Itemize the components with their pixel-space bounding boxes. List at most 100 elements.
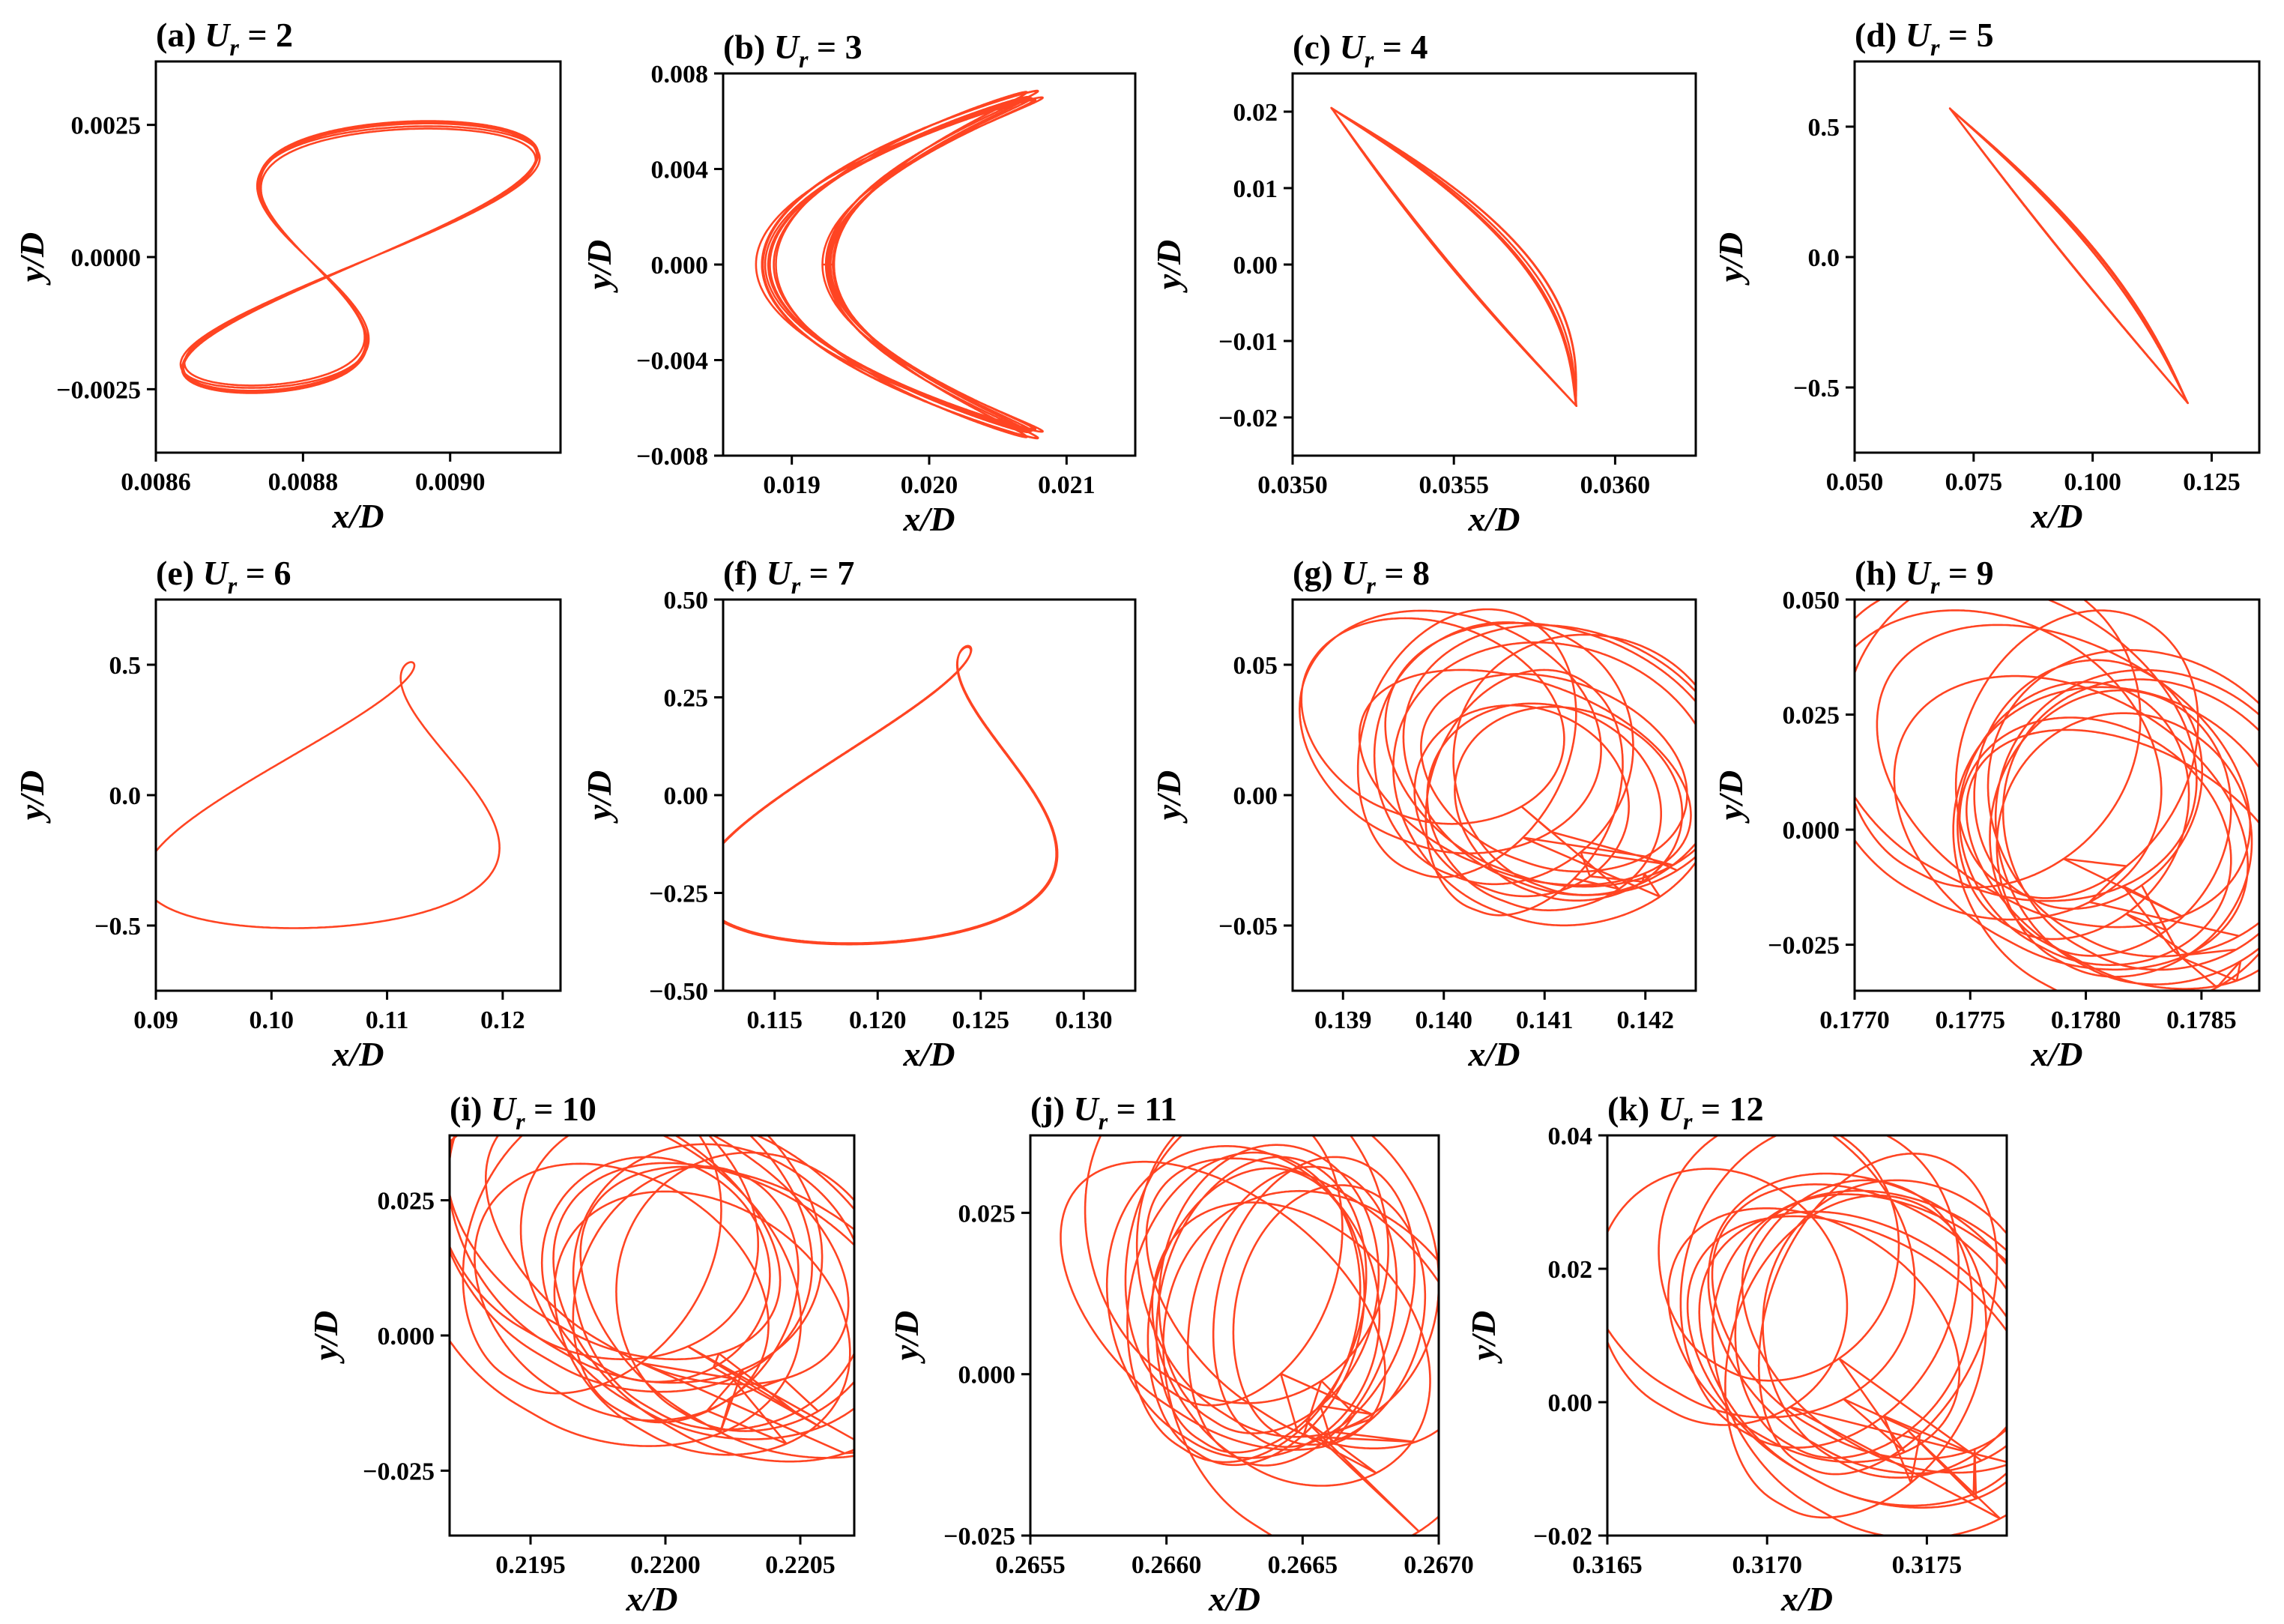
y-tick-label-g-0: −0.05 — [1218, 913, 1278, 941]
orbit-curve-e — [156, 661, 501, 929]
y-tick-label-h-1: 0.000 — [1783, 817, 1840, 845]
x-axis-label-g: x/D — [1468, 1035, 1520, 1073]
panel-f: 0.115 0.120 0.125 0.130 −0.50 −0.25 0.00 0.25 0.… — [580, 554, 1137, 1073]
x-tick-label-a-0: 0.0086 — [121, 468, 191, 496]
y-tick-label-j-0: −0.025 — [943, 1523, 1015, 1551]
x-tick-label-f-0: 0.115 — [746, 1006, 803, 1034]
x-tick-label-e-1: 0.10 — [250, 1006, 294, 1034]
y-axis-label-i: y/D — [306, 1311, 345, 1364]
x-tick-label-g-2: 0.141 — [1516, 1006, 1574, 1034]
y-tick-label-d-2: 0.5 — [1808, 114, 1840, 142]
x-tick-label-h-0: 0.1770 — [1819, 1006, 1890, 1034]
plot-frame-h — [1853, 598, 2261, 992]
panel-title-c: (c) Ur = 4 — [1293, 28, 1428, 73]
x-tick-label-b-0: 0.019 — [763, 471, 821, 499]
y-tick-label-k-1: 0.00 — [1548, 1389, 1593, 1417]
x-tick-label-h-1: 0.1775 — [1936, 1006, 2006, 1034]
y-tick-label-b-1: −0.004 — [636, 348, 708, 375]
x-tick-label-d-2: 0.100 — [2064, 468, 2121, 496]
panel-title-f: (f) Ur = 7 — [723, 554, 854, 599]
y-tick-label-c-4: 0.02 — [1233, 99, 1278, 127]
x-axis-label-d: x/D — [2031, 497, 2083, 535]
x-axis-label-b: x/D — [903, 500, 955, 538]
y-axis-label-b: y/D — [580, 240, 618, 293]
y-tick-label-a-0: −0.0025 — [56, 376, 141, 404]
y-tick-label-a-1: 0.0000 — [71, 244, 142, 272]
x-tick-label-e-2: 0.11 — [366, 1006, 409, 1034]
x-tick-label-b-2: 0.021 — [1038, 471, 1096, 499]
x-axis-label-c: x/D — [1468, 500, 1520, 538]
orbit-curve-i — [450, 1135, 854, 1463]
plot-frame-e — [154, 598, 562, 992]
x-tick-label-g-0: 0.139 — [1314, 1006, 1372, 1034]
y-axis-label-k: y/D — [1464, 1311, 1502, 1364]
y-tick-label-d-0: −0.5 — [1793, 375, 1840, 402]
y-tick-label-h-0: −0.025 — [1768, 932, 1840, 960]
panel-j: 0.2655 0.2660 0.2665 0.2670 −0.025 0.000 0.025… — [887, 1090, 1474, 1618]
x-axis-label-j: x/D — [1208, 1580, 1260, 1618]
panel-title-a: (a) Ur = 2 — [156, 16, 293, 61]
x-tick-label-g-1: 0.140 — [1416, 1006, 1473, 1034]
panel-title-b: (b) Ur = 3 — [723, 28, 862, 73]
y-tick-label-i-2: 0.025 — [378, 1188, 435, 1216]
x-tick-label-e-3: 0.12 — [480, 1006, 525, 1034]
x-axis-label-f: x/D — [903, 1035, 955, 1073]
y-axis-label-e: y/D — [13, 770, 51, 824]
plot-frame-d — [1853, 60, 2261, 454]
plot-frame-f — [722, 598, 1137, 992]
orbit-curve-c — [1330, 106, 1578, 407]
x-tick-label-h-2: 0.1780 — [2051, 1006, 2121, 1034]
orbit-curve-f — [723, 645, 1059, 946]
y-tick-label-f-3: 0.25 — [664, 685, 709, 713]
plot-frame-g — [1291, 598, 1697, 992]
x-tick-label-j-3: 0.2670 — [1404, 1551, 1474, 1579]
x-axis-label-h: x/D — [2031, 1035, 2083, 1073]
y-tick-label-b-0: −0.008 — [636, 443, 708, 471]
x-tick-label-j-2: 0.2665 — [1268, 1551, 1338, 1579]
panel-title-k: (k) Ur = 12 — [1607, 1090, 1764, 1135]
x-axis-label-e: x/D — [332, 1035, 384, 1073]
y-axis-label-j: y/D — [887, 1311, 925, 1364]
y-tick-label-h-2: 0.025 — [1783, 702, 1840, 730]
panel-a: 0.0086 0.0088 0.0090 −0.0025 0.0000 0.0025 x/D… — [13, 16, 562, 535]
y-tick-label-e-2: 0.5 — [109, 652, 142, 680]
y-tick-label-e-1: 0.0 — [109, 782, 142, 810]
panel-title-e: (e) Ur = 6 — [156, 554, 291, 599]
x-tick-label-k-0: 0.3165 — [1572, 1551, 1643, 1579]
panel-title-i: (i) Ur = 10 — [450, 1090, 596, 1135]
y-tick-label-c-0: −0.02 — [1218, 405, 1278, 432]
x-axis-label-i: x/D — [626, 1580, 678, 1618]
orbit-curve-j — [1060, 1135, 1439, 1536]
panel-e: 0.09 0.10 0.11 0.12 −0.5 0.0 0.5 x/D y/D (e) Ur =… — [13, 554, 562, 1073]
x-tick-label-b-1: 0.020 — [901, 471, 958, 499]
y-tick-label-d-1: 0.0 — [1808, 244, 1840, 272]
y-tick-label-j-2: 0.025 — [958, 1200, 1016, 1228]
x-tick-label-f-3: 0.130 — [1055, 1006, 1113, 1034]
y-tick-label-a-2: 0.0025 — [71, 112, 142, 140]
y-tick-label-b-4: 0.008 — [651, 61, 709, 88]
orbit-curve-a — [179, 120, 541, 394]
panel-b: 0.019 0.020 0.021 −0.008 −0.004 0.000 0.004 0.0… — [580, 28, 1137, 538]
y-tick-label-j-1: 0.000 — [958, 1362, 1016, 1389]
y-tick-label-c-2: 0.00 — [1233, 252, 1278, 280]
x-tick-label-i-2: 0.2205 — [765, 1551, 836, 1579]
plot-frame-a — [154, 60, 562, 454]
orbit-curve-d — [1948, 107, 2189, 405]
x-tick-label-k-1: 0.3170 — [1732, 1551, 1802, 1579]
x-tick-label-d-1: 0.075 — [1945, 468, 2003, 496]
x-tick-label-g-3: 0.142 — [1617, 1006, 1675, 1034]
x-tick-label-h-3: 0.1785 — [2166, 1006, 2237, 1034]
y-tick-label-f-0: −0.50 — [649, 978, 708, 1006]
x-tick-label-d-3: 0.125 — [2183, 468, 2241, 496]
panel-g: 0.139 0.140 0.141 0.142 −0.05 0.00 0.05 x/D y/D (… — [1149, 554, 1697, 1073]
x-tick-label-c-2: 0.0360 — [1580, 471, 1651, 499]
x-tick-label-c-0: 0.0350 — [1257, 471, 1328, 499]
orbit-curve-k — [1607, 1135, 2007, 1536]
y-tick-label-g-2: 0.05 — [1233, 652, 1278, 680]
y-tick-label-g-1: 0.00 — [1233, 782, 1278, 810]
x-tick-label-e-0: 0.09 — [133, 1006, 178, 1034]
panel-c: 0.0350 0.0355 0.0360 −0.02 −0.01 0.00 0.01 0.02… — [1149, 28, 1697, 538]
panel-title-j: (j) Ur = 11 — [1030, 1090, 1177, 1135]
orbit-curve-h — [1855, 600, 2259, 991]
x-axis-label-a: x/D — [332, 497, 384, 535]
